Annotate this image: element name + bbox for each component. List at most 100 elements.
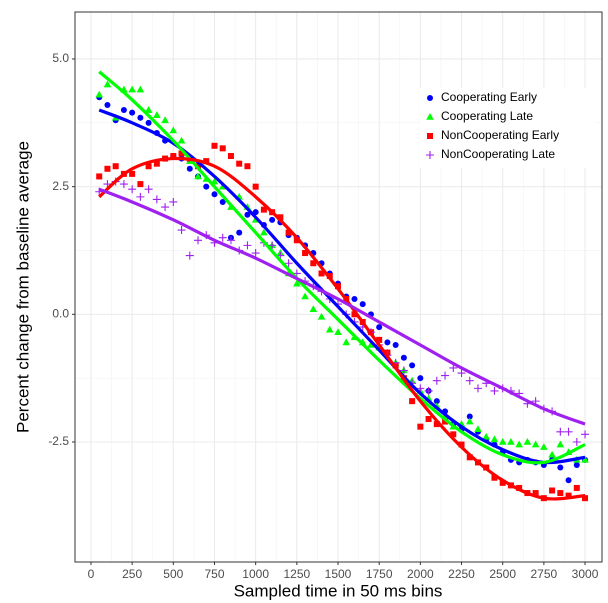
legend: Cooperating Early Cooperating Late NonCoop… bbox=[420, 88, 595, 168]
point bbox=[218, 233, 227, 242]
x-tick-label: 1750 bbox=[366, 567, 393, 581]
point bbox=[277, 214, 284, 221]
x-tick-label: 1250 bbox=[283, 567, 310, 581]
point bbox=[293, 237, 300, 244]
point bbox=[565, 492, 572, 499]
point bbox=[128, 185, 137, 194]
point bbox=[104, 101, 111, 108]
point bbox=[507, 437, 515, 445]
point bbox=[465, 376, 474, 385]
x-tick-label: 2500 bbox=[489, 567, 516, 581]
point bbox=[491, 474, 498, 481]
point bbox=[169, 197, 178, 206]
point bbox=[384, 339, 391, 346]
point bbox=[285, 229, 292, 236]
point bbox=[409, 398, 416, 405]
point bbox=[466, 454, 473, 461]
point bbox=[161, 203, 170, 212]
point bbox=[442, 418, 449, 425]
point bbox=[227, 153, 234, 160]
point bbox=[474, 425, 482, 433]
x-axis-title: Sampled time in 50 ms bins bbox=[234, 581, 443, 600]
point bbox=[144, 106, 153, 113]
point bbox=[112, 163, 119, 170]
legend-key bbox=[426, 151, 434, 159]
point bbox=[433, 421, 440, 428]
x-tick-label: 2750 bbox=[531, 567, 558, 581]
point bbox=[177, 226, 186, 235]
point bbox=[565, 477, 572, 484]
point bbox=[548, 450, 556, 458]
point bbox=[573, 461, 580, 468]
point bbox=[473, 384, 482, 393]
point bbox=[351, 296, 358, 303]
point bbox=[243, 241, 252, 250]
legend-key bbox=[427, 133, 433, 139]
point bbox=[432, 376, 441, 385]
point bbox=[104, 165, 111, 172]
x-tick-label: 250 bbox=[122, 567, 142, 581]
point bbox=[260, 228, 268, 236]
legend-label: NonCooperating Early bbox=[441, 128, 559, 142]
point bbox=[251, 249, 260, 258]
point bbox=[145, 119, 152, 126]
point bbox=[226, 236, 235, 245]
fit-line bbox=[98, 156, 586, 501]
y-tick-label: -2.5 bbox=[48, 434, 69, 448]
point bbox=[236, 160, 243, 167]
point bbox=[119, 180, 128, 189]
legend-label: Cooperating Early bbox=[441, 90, 537, 104]
point bbox=[129, 109, 136, 116]
point bbox=[309, 305, 318, 313]
point bbox=[301, 292, 309, 300]
x-tick-label: 500 bbox=[163, 567, 183, 581]
point bbox=[103, 80, 112, 88]
x-tick-label: 2000 bbox=[407, 567, 434, 581]
point bbox=[120, 107, 127, 114]
point bbox=[417, 423, 424, 430]
point bbox=[194, 172, 202, 180]
point bbox=[145, 163, 152, 170]
point bbox=[310, 260, 317, 267]
legend-key bbox=[426, 113, 434, 120]
point bbox=[244, 163, 251, 170]
point bbox=[490, 386, 499, 395]
y-tick-label: 0.0 bbox=[52, 306, 69, 320]
x-tick-label: 3000 bbox=[572, 567, 599, 581]
point bbox=[557, 490, 564, 497]
point bbox=[532, 490, 539, 497]
point bbox=[161, 116, 169, 124]
point bbox=[582, 495, 589, 502]
point bbox=[236, 229, 243, 236]
point bbox=[498, 437, 507, 445]
point bbox=[376, 324, 383, 331]
point bbox=[499, 479, 506, 486]
point bbox=[441, 371, 450, 380]
point bbox=[564, 427, 573, 436]
point bbox=[416, 384, 425, 393]
point bbox=[581, 430, 590, 439]
point bbox=[136, 192, 145, 201]
y-axis-title: Percent change from baseline average bbox=[13, 141, 32, 433]
point bbox=[194, 236, 203, 245]
point bbox=[482, 432, 491, 440]
point bbox=[170, 153, 177, 160]
point bbox=[367, 340, 375, 348]
point bbox=[540, 443, 548, 450]
point bbox=[425, 416, 432, 423]
point bbox=[450, 431, 457, 438]
point bbox=[457, 369, 466, 378]
point bbox=[302, 250, 309, 257]
point bbox=[153, 160, 160, 167]
x-tick-label: 1000 bbox=[242, 567, 269, 581]
y-tick-label: 5.0 bbox=[52, 51, 69, 65]
point bbox=[177, 136, 186, 144]
point bbox=[203, 183, 210, 190]
point bbox=[556, 427, 565, 436]
point bbox=[465, 417, 474, 425]
x-tick-label: 0 bbox=[88, 567, 95, 581]
point bbox=[409, 362, 416, 369]
point bbox=[458, 441, 465, 448]
point bbox=[392, 341, 399, 348]
